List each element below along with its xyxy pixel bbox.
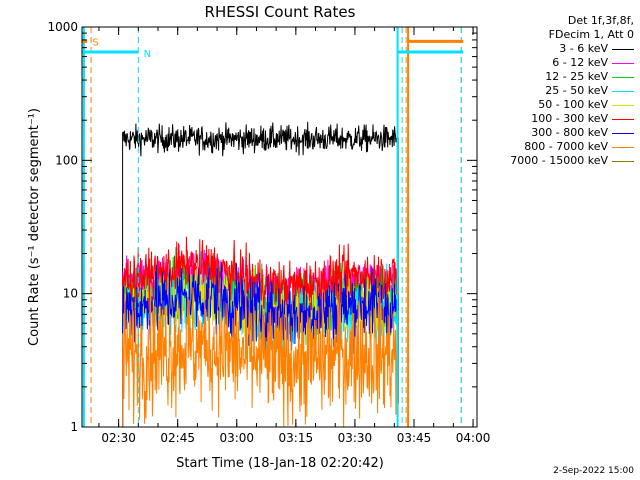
legend-swatch <box>612 118 634 120</box>
x-tick-label: 03:00 <box>219 431 254 445</box>
chart-title: RHESSI Count Rates <box>205 3 356 21</box>
series-line <box>122 236 399 427</box>
legend-header-line-1: Det 1f,3f,8f, <box>567 14 634 27</box>
generation-timestamp: 2-Sep-2022 15:00 <box>553 466 634 476</box>
legend-entry: 100 - 300 keV <box>510 112 634 126</box>
legend-swatch <box>612 48 634 50</box>
legend-swatch <box>612 90 634 92</box>
legend-entry: 800 - 7000 keV <box>510 140 634 154</box>
legend-entry-label: 12 - 25 keV <box>545 70 608 83</box>
chart-marks: SN <box>82 27 464 428</box>
x-axis-label: Start Time (18-Jan-18 02:20:42) <box>176 456 384 471</box>
series-line <box>122 121 399 427</box>
legend-entry: 3 - 6 keV <box>510 42 634 56</box>
legend-entry-label: 6 - 12 keV <box>552 56 608 69</box>
series-line <box>122 261 399 427</box>
legend-entry: 50 - 100 keV <box>510 98 634 112</box>
annotation-label: S <box>92 37 98 48</box>
legend-entry-label: 800 - 7000 keV <box>524 140 608 153</box>
legend-entry-label: 50 - 100 keV <box>538 98 608 111</box>
legend-swatch <box>612 146 634 148</box>
y-tick-label: 1000 <box>47 20 78 34</box>
x-tick-label: 02:30 <box>101 431 136 445</box>
legend-entry: 7000 - 15000 keV <box>510 154 634 168</box>
legend-swatch <box>612 76 634 78</box>
x-tick-label: 04:00 <box>456 431 491 445</box>
legend-entry: 300 - 800 keV <box>510 126 634 140</box>
annotation-label: N <box>144 49 151 60</box>
legend-swatch <box>612 104 634 106</box>
series-line <box>122 276 399 428</box>
legend-entry-label: 100 - 300 keV <box>531 112 608 125</box>
legend: Det 1f,3f,8f, FDecim 1, Att 0 3 - 6 keV 6… <box>510 14 634 168</box>
legend-entry: 12 - 25 keV <box>510 70 634 84</box>
legend-swatch <box>612 62 634 64</box>
legend-entry: 6 - 12 keV <box>510 56 634 70</box>
x-tick-label: 03:45 <box>397 431 432 445</box>
legend-swatch <box>612 132 634 134</box>
legend-entry: 25 - 50 keV <box>510 84 634 98</box>
legend-entry-label: 300 - 800 keV <box>531 126 608 139</box>
legend-header-line-2: FDecim 1, Att 0 <box>548 28 634 41</box>
legend-entry-label: 7000 - 15000 keV <box>510 154 608 167</box>
y-axis-label: Count Rate (s⁻¹ detector segment⁻¹) <box>27 108 42 346</box>
y-tick-label: 100 <box>55 153 78 167</box>
chart-axes: 02:30 02:45 03:00 03:15 03:30 03:45 04:00 1 10 10… <box>47 20 490 445</box>
y-tick-label: 1 <box>70 420 78 434</box>
x-tick-label: 02:45 <box>160 431 195 445</box>
y-tick-label: 10 <box>63 287 78 301</box>
plot-frame <box>81 26 478 428</box>
legend-entry-label: 25 - 50 keV <box>545 84 608 97</box>
legend-entry-label: 3 - 6 keV <box>559 42 608 55</box>
x-tick-label: 03:30 <box>338 431 373 445</box>
x-tick-label: 03:15 <box>279 431 314 445</box>
legend-swatch <box>612 160 634 162</box>
